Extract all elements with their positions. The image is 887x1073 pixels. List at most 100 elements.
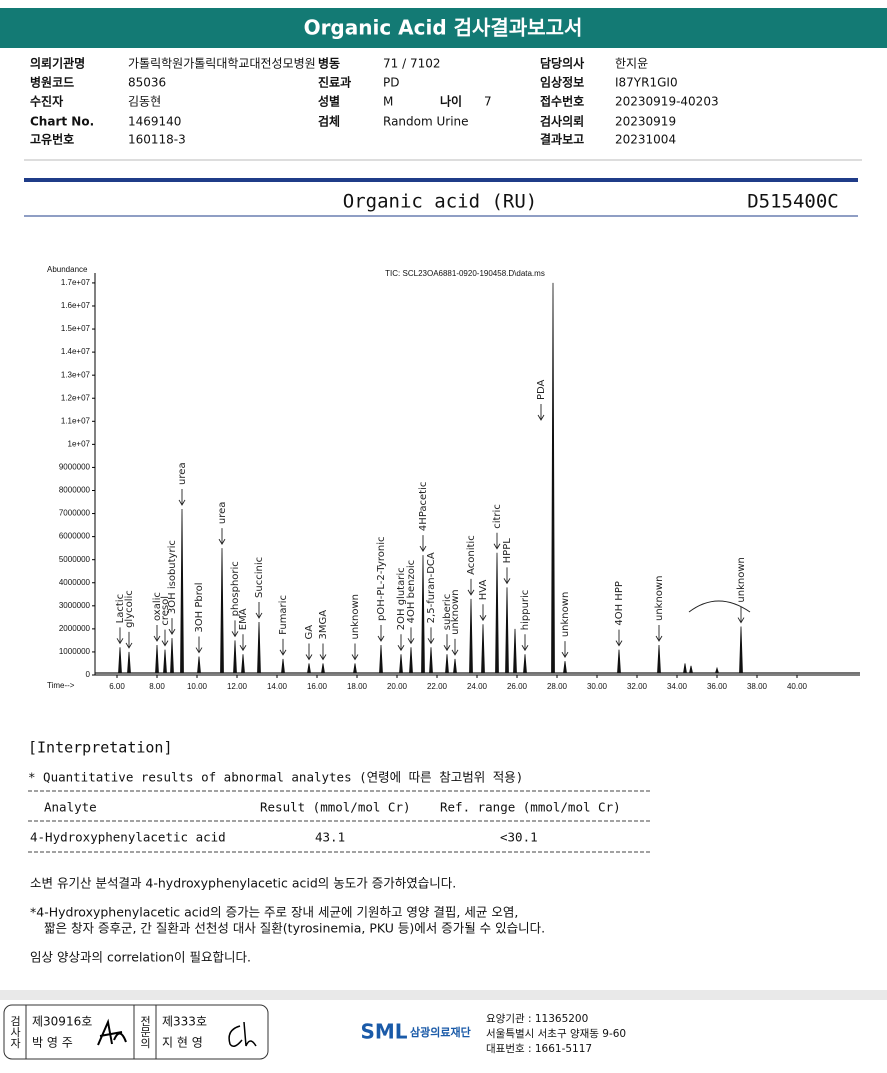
- x-tick-label: 18.00: [347, 682, 368, 691]
- field-value: 20230919: [615, 115, 676, 129]
- y-tick-label: 9000000: [59, 463, 91, 472]
- y-tick-label: 1.7e+07: [61, 278, 91, 287]
- peak-label: EMA: [238, 608, 249, 630]
- peak: [481, 624, 485, 674]
- footer: 검사자 제30916호 박 영 주 전문의 제333호 지 현 영 SML 삼광…: [0, 990, 887, 1060]
- label-arrow: [503, 567, 511, 585]
- peak-label: citric: [492, 504, 503, 529]
- peak-label: unknown: [560, 592, 571, 637]
- peak-label: 3OH Pbrol: [194, 582, 205, 632]
- field-value: I87YR1GI0: [615, 76, 678, 90]
- label-arrow: [537, 404, 545, 421]
- y-tick-label: 3000000: [59, 601, 91, 610]
- label-arrow: [239, 634, 247, 652]
- peak-label: oxalic: [152, 592, 163, 621]
- peak-label: GA: [304, 625, 315, 640]
- label-arrow: [116, 627, 124, 645]
- specialist-license: 제333호: [162, 1015, 207, 1029]
- x-tick-label: 34.00: [667, 682, 688, 691]
- label-arrow: [125, 631, 133, 649]
- field-label: 수진자: [30, 94, 63, 109]
- field-label: 병동: [318, 56, 340, 71]
- label-arrow: [153, 625, 161, 642]
- y-tick-label: 1000000: [59, 647, 91, 656]
- peak: [321, 663, 325, 674]
- field-label: 나이: [440, 94, 462, 109]
- test-name: Organic acid (RU): [343, 191, 537, 213]
- peak-label: unknown: [350, 594, 361, 639]
- peak: [657, 644, 661, 674]
- label-arrow: [451, 638, 459, 656]
- field-label: 고유번호: [30, 132, 74, 147]
- peak: [180, 508, 184, 674]
- label-arrow: [231, 620, 239, 638]
- peak: [233, 640, 237, 674]
- field-label: 검체: [318, 114, 340, 129]
- peak-label: 3MGA: [318, 610, 329, 640]
- peak: [551, 282, 555, 674]
- x-tick-label: 24.00: [467, 682, 488, 691]
- table-header: Result (mmol/mol Cr): [260, 800, 411, 815]
- label-arrow: [161, 629, 169, 647]
- header-bar: [0, 8, 887, 48]
- peak: [281, 658, 285, 674]
- footer-band: [0, 990, 887, 1000]
- peak-label: Fumaric: [278, 595, 289, 635]
- peak-label: cresol: [160, 596, 171, 626]
- peak: [118, 647, 122, 674]
- y-tick-label: 0: [86, 670, 91, 679]
- label-arrow: [397, 634, 405, 652]
- signature: [97, 1018, 127, 1046]
- field-label: 담당의사: [540, 56, 584, 71]
- field-label: 병원코드: [30, 75, 74, 90]
- y-tick-label: 1.5e+07: [61, 324, 91, 333]
- peak: [505, 587, 509, 674]
- x-tick-label: 16.00: [307, 682, 328, 691]
- interpretation-heading: [Interpretation]: [28, 739, 173, 757]
- peak-label: unknown: [450, 589, 461, 634]
- peak: [409, 647, 413, 674]
- peak-label: PDA: [536, 379, 547, 400]
- x-tick-label: 28.00: [547, 682, 568, 691]
- tester-role: 검사자: [9, 1015, 22, 1048]
- y-tick-label: 1.4e+07: [61, 347, 91, 356]
- field-value: 김동현: [128, 95, 161, 109]
- label-arrow: [407, 627, 415, 645]
- field-value: PD: [383, 76, 399, 90]
- peak: [353, 663, 357, 674]
- label-arrow: [561, 641, 569, 659]
- peak-label: Lactic: [115, 594, 126, 623]
- field-value: Random Urine: [383, 115, 469, 129]
- field-value: 한지윤: [615, 57, 648, 71]
- y-tick-label: 5000000: [59, 555, 91, 564]
- peak-label: hippuric: [520, 590, 531, 631]
- tester-license: 제30916호: [32, 1015, 92, 1029]
- peak: [257, 621, 261, 674]
- peak-label: Aconitic: [466, 535, 477, 575]
- y-tick-label: 8000000: [59, 486, 91, 495]
- peak-label: glycolic: [124, 590, 135, 628]
- label-arrow: [467, 578, 475, 596]
- peak: [429, 647, 433, 674]
- y-tick-label: 1.2e+07: [61, 393, 91, 402]
- peak: [513, 628, 517, 674]
- y-tick-label: 6000000: [59, 532, 91, 541]
- peak: [399, 654, 403, 674]
- peak-label: 4OH benzoic: [406, 560, 417, 623]
- label-arrow: [218, 528, 226, 546]
- peak-label: suberic: [442, 594, 453, 630]
- report-title: Organic Acid 검사결과보고서: [304, 16, 583, 40]
- label-arrow: [427, 627, 435, 645]
- y-tick-label: 4000000: [59, 578, 91, 587]
- signature: [228, 1021, 257, 1047]
- peak: [379, 644, 383, 674]
- field-value: 가톨릭학원가톨릭대학교대전성모병원: [128, 57, 316, 71]
- contact-line: 요양기관 : 11365200: [486, 1013, 588, 1025]
- label-arrow: [195, 636, 203, 654]
- field-label: 검사의뢰: [540, 114, 584, 129]
- x-tick-label: 10.00: [187, 682, 208, 691]
- peak-label: 2OH glutaric: [396, 567, 407, 630]
- label-arrow: [443, 634, 451, 652]
- x-tick-label: 22.00: [427, 682, 448, 691]
